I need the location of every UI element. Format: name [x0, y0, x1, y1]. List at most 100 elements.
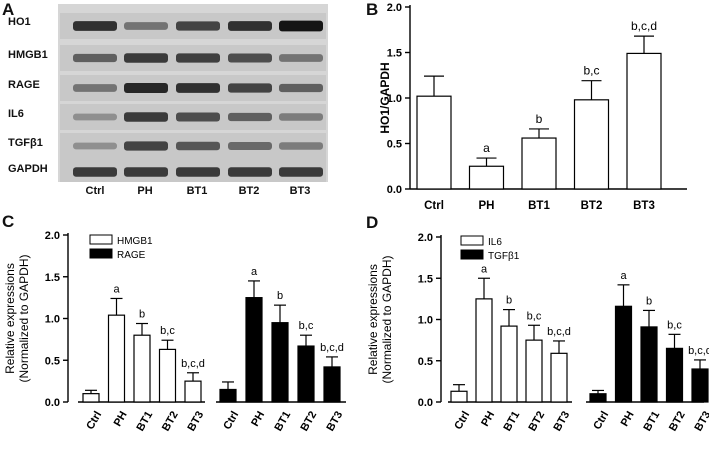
x-tick-label-tgf-1-bt3: BT3: [692, 409, 709, 433]
significance-label-hmgb1-bt3: b,c,d: [181, 358, 205, 370]
y-tick-label-d: 1.5: [418, 273, 433, 285]
blot-row-label-gapdh: GAPDH: [8, 163, 48, 175]
x-tick-label-tgf-1-ph: PH: [619, 409, 637, 428]
blot-band-gapdh-ph: [124, 167, 168, 177]
y-tick-label-b: 0.0: [387, 184, 402, 196]
y-tick-label-d: 1.0: [418, 315, 433, 327]
y-tick-label-b: 2.0: [387, 2, 402, 14]
legend-label-tgf-1: TGFβ1: [488, 251, 520, 262]
bar-il6-bt2: [525, 339, 543, 403]
panel-a: A HO1 HMGB1 RAGE IL6 TGFβ1 GAPDH Ctrl PH…: [0, 0, 340, 215]
x-tick-label-hmgb1-ph: PH: [112, 409, 130, 428]
panel-letter-c: C: [2, 212, 15, 231]
lane-label-ctrl: Ctrl: [85, 185, 105, 197]
blot-band-ho1-bt2: [228, 21, 272, 31]
bar-tgf-1-ctrl: [589, 393, 607, 403]
significance-label-rage-bt1: b: [277, 290, 283, 302]
x-tick-label-hmgb1-ctrl: Ctrl: [84, 409, 104, 431]
y-tick-label-c: 0.5: [45, 355, 60, 367]
significance-label-tgf-1-bt1: b: [646, 295, 652, 307]
x-tick-label-rage-ctrl: Ctrl: [221, 409, 241, 431]
bar-hmgb1-ctrl: [82, 393, 100, 403]
lane-label-bt3: BT3: [289, 185, 311, 197]
bar-rage-ph: [245, 297, 263, 403]
chart-il6-tgfb1: 0.0 0.5 1.0 1.5 2.0 Relative expressions (Norm…: [366, 232, 709, 433]
blot-band-gapdh-bt3: [279, 167, 323, 177]
bar-hmgb1-bt2: [158, 348, 177, 403]
y-tick-label-b: 1.0: [387, 93, 402, 105]
blot-band-il6-bt2: [228, 112, 272, 122]
bar-il6-bt1: [500, 325, 518, 403]
x-tick-label-tgf-1-bt2: BT2: [667, 409, 688, 433]
bar-il6-ctrl: [450, 390, 468, 403]
blot-band-hmgb1-bt2: [228, 53, 272, 63]
y-tick-label-c: 0.0: [45, 397, 60, 409]
x-tick-label-il6-bt1: BT1: [501, 409, 522, 433]
blot-band-il6-ph: [124, 112, 168, 122]
blot-band-tgf-1-bt2: [228, 142, 272, 150]
y-axis-label-d: (Normalized to GAPDH): [380, 255, 394, 383]
significance-label-il6-bt1: b: [506, 295, 512, 307]
x-tick-label-tgf-1-bt1: BT1: [641, 409, 662, 433]
lane-label-bt2: BT2: [238, 185, 260, 197]
x-tick-label-ph: PH: [479, 200, 495, 212]
legend-swatch-rage: [89, 248, 113, 259]
x-tick-label-bt3: BT3: [633, 200, 655, 212]
bar-il6-ph: [475, 298, 493, 403]
blot-band-rage-bt1: [176, 83, 220, 93]
blot-band-rage-ctrl: [73, 84, 117, 92]
blot-band-il6-bt1: [176, 112, 220, 122]
significance-label-il6-bt3: b,c,d: [547, 326, 571, 338]
blot-band-gapdh-ctrl: [73, 167, 117, 177]
x-tick-label-tgf-1-ctrl: Ctrl: [591, 409, 611, 431]
y-tick-label-b: 1.5: [387, 48, 402, 60]
blot-row-label-il6: IL6: [8, 108, 24, 120]
bar-series-bt2: [573, 99, 610, 190]
significance-label-tgf-1-bt2: b,c: [667, 319, 682, 331]
significance-label-tgf-1-ph: a: [620, 270, 627, 282]
bar-tgf-1-bt2: [665, 347, 684, 403]
blot-band-il6-ctrl: [73, 113, 117, 121]
significance-label-series-bt1: b: [536, 112, 543, 126]
y-tick-label-d: 2.0: [418, 232, 433, 244]
legend-swatch-hmgb1: [89, 234, 113, 245]
bar-series-bt3: [626, 52, 662, 190]
x-tick-label-il6-bt3: BT3: [551, 409, 572, 433]
x-tick-label-rage-bt1: BT1: [272, 409, 293, 433]
significance-label-series-bt2: b,c: [583, 64, 599, 78]
blot-row-label-hmgb1: HMGB1: [8, 49, 48, 61]
panel-letter-d: D: [366, 213, 379, 232]
significance-label-series-bt3: b,c,d: [631, 19, 657, 33]
y-axis-label-b: HO1/GAPDH: [378, 62, 392, 133]
x-tick-label-rage-bt2: BT2: [298, 409, 319, 433]
legend-label-hmgb1: HMGB1: [117, 236, 153, 247]
y-axis-label-c: Relative expressions: [3, 263, 17, 374]
western-blot: [58, 4, 328, 182]
bar-series-ctrl: [416, 95, 452, 190]
blot-row-label-rage: RAGE: [8, 79, 40, 91]
y-tick-label-c: 2.0: [45, 230, 60, 242]
y-tick-label-d: 0.5: [418, 356, 433, 368]
bar-hmgb1-ph: [107, 314, 126, 403]
chart-ho1-gapdh: 0.0 0.5 1.0 1.5 2.0 HO1/GAPDH Ctrl a PH b BT1 b,c BT…: [378, 2, 687, 212]
y-tick-label-c: 1.0: [45, 314, 60, 326]
legend-swatch-il6: [460, 235, 484, 246]
y-tick-label-d: 0.0: [418, 397, 433, 409]
x-tick-label-ctrl: Ctrl: [424, 200, 444, 212]
significance-label-tgf-1-bt3: b,c,d: [688, 345, 709, 357]
significance-label-series-ph: a: [483, 141, 490, 155]
lane-label-bt1: BT1: [186, 185, 208, 197]
blot-row-label-tgfb1: TGFβ1: [8, 137, 43, 149]
x-tick-label-il6-ph: PH: [479, 409, 497, 428]
x-tick-label-il6-ctrl: Ctrl: [452, 409, 472, 431]
x-tick-label-bt1: BT1: [528, 200, 550, 212]
bar-rage-bt1: [271, 322, 289, 403]
bar-hmgb1-bt3: [184, 380, 202, 403]
x-tick-label-bt2: BT2: [581, 200, 603, 212]
y-axis-label-c: (Normalized to GAPDH): [17, 254, 31, 382]
x-tick-label-hmgb1-bt2: BT2: [160, 409, 181, 433]
bar-series-ph: [468, 165, 505, 190]
blot-band-rage-bt3: [279, 83, 323, 93]
bar-tgf-1-bt3: [691, 368, 709, 403]
x-tick-label-hmgb1-bt3: BT3: [185, 409, 206, 433]
